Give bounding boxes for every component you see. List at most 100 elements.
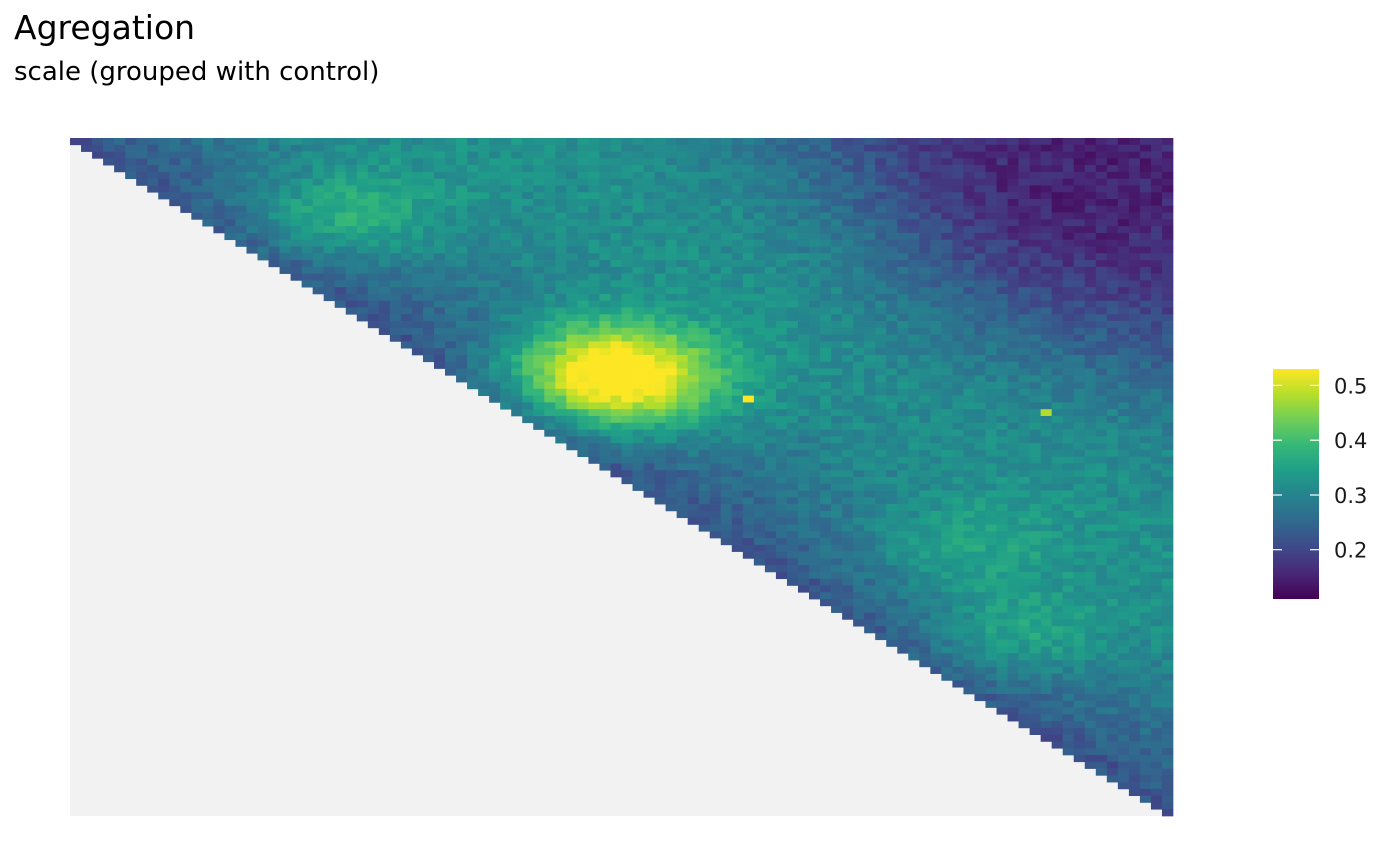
heatmap-cell xyxy=(930,510,942,519)
heatmap-cell xyxy=(687,415,700,424)
heatmap-cell xyxy=(1161,212,1174,220)
heatmap-cell xyxy=(1051,646,1064,654)
heatmap-cell xyxy=(544,266,556,274)
heatmap-cell xyxy=(378,165,391,173)
heatmap-cell xyxy=(566,327,578,335)
heatmap-cell xyxy=(1018,578,1030,586)
heatmap-cell xyxy=(522,321,534,329)
heatmap-cell xyxy=(941,517,953,525)
heatmap-cell xyxy=(985,327,997,335)
heatmap-cell xyxy=(676,382,689,390)
heatmap-cell xyxy=(1007,280,1019,288)
heatmap-cell xyxy=(886,266,898,274)
heatmap-cell xyxy=(191,165,203,173)
heatmap-cell xyxy=(489,158,501,166)
heatmap-cell xyxy=(456,266,468,274)
heatmap-cell xyxy=(1018,592,1030,600)
heatmap-cell xyxy=(1029,422,1041,430)
heatmap-cell xyxy=(643,287,655,295)
heatmap-cell xyxy=(1051,293,1064,302)
heatmap-cell xyxy=(1029,504,1041,512)
heatmap-cell xyxy=(698,300,711,308)
heatmap-cell xyxy=(963,273,975,281)
heatmap-cell xyxy=(764,260,777,268)
heatmap-cell xyxy=(1084,382,1097,390)
heatmap-cell xyxy=(842,599,854,607)
heatmap-cell xyxy=(764,415,777,424)
heatmap-cell xyxy=(963,239,975,247)
heatmap-cell xyxy=(974,592,986,600)
heatmap-cell xyxy=(974,273,986,281)
heatmap-cell xyxy=(1139,578,1152,586)
heatmap-cell xyxy=(323,260,336,268)
heatmap-cell xyxy=(555,239,567,247)
heatmap-cell xyxy=(301,219,314,227)
heatmap-cell xyxy=(334,138,347,146)
heatmap-cell xyxy=(941,307,953,315)
heatmap-cell xyxy=(930,612,942,620)
heatmap-cell xyxy=(632,253,644,261)
heatmap-cell xyxy=(1040,402,1053,410)
heatmap-cell xyxy=(1007,666,1019,674)
heatmap-cell xyxy=(1128,171,1141,180)
heatmap-cell xyxy=(478,226,490,234)
heatmap-cell xyxy=(1062,246,1075,254)
heatmap-cell xyxy=(897,382,909,390)
heatmap-cell xyxy=(930,273,942,281)
heatmap-cell xyxy=(654,199,666,207)
heatmap-cell xyxy=(334,205,347,213)
heatmap-cell xyxy=(577,314,589,322)
heatmap-cell xyxy=(588,422,600,430)
heatmap-cell xyxy=(731,497,744,505)
heatmap-cell xyxy=(411,151,424,159)
heatmap-cell xyxy=(709,449,722,458)
heatmap-cell xyxy=(853,192,865,200)
heatmap-cell xyxy=(467,205,479,213)
heatmap-cell xyxy=(323,205,336,213)
heatmap-cell xyxy=(1150,151,1163,159)
heatmap-cell xyxy=(930,253,942,261)
heatmap-cell xyxy=(1007,443,1019,451)
heatmap-cell xyxy=(478,138,490,146)
heatmap-cell xyxy=(1095,199,1108,207)
heatmap-cell xyxy=(136,138,148,146)
heatmap-cell xyxy=(797,334,810,342)
heatmap-cell xyxy=(1073,449,1086,458)
heatmap-cell xyxy=(654,280,666,288)
heatmap-cell xyxy=(533,307,545,315)
heatmap-cell xyxy=(764,348,777,356)
heatmap-cell xyxy=(389,273,402,281)
heatmap-cell xyxy=(555,226,567,234)
heatmap-cell xyxy=(1007,524,1019,532)
heatmap-cell xyxy=(930,632,942,641)
heatmap-cell xyxy=(610,348,622,356)
heatmap-cell xyxy=(555,199,567,207)
heatmap-cell xyxy=(908,205,920,213)
heatmap-cell xyxy=(1095,734,1108,742)
heatmap-cell xyxy=(147,138,159,146)
heatmap-cell xyxy=(842,368,854,376)
heatmap-cell xyxy=(1073,382,1086,390)
heatmap-cell xyxy=(445,354,457,363)
heatmap-cell xyxy=(842,144,854,152)
heatmap-cell xyxy=(665,497,677,505)
heatmap-cell xyxy=(1150,341,1163,349)
heatmap-cell xyxy=(1084,178,1097,186)
heatmap-cell xyxy=(433,185,446,193)
heatmap-cell xyxy=(1128,605,1141,613)
heatmap-cell xyxy=(1073,199,1086,207)
heatmap-cell xyxy=(1106,463,1119,471)
heatmap-cell xyxy=(555,253,567,261)
heatmap-cell xyxy=(897,422,909,430)
heatmap-cell xyxy=(1150,165,1163,173)
heatmap-cell xyxy=(985,538,997,546)
heatmap-cell xyxy=(853,415,865,424)
heatmap-cell xyxy=(1161,138,1174,146)
heatmap-cell xyxy=(687,504,700,512)
heatmap-cell xyxy=(742,402,755,410)
heatmap-cell xyxy=(974,205,986,213)
heatmap-cell xyxy=(1029,436,1041,444)
heatmap-cell xyxy=(897,415,909,424)
heatmap-cell xyxy=(643,361,655,369)
heatmap-cell xyxy=(1073,205,1086,213)
